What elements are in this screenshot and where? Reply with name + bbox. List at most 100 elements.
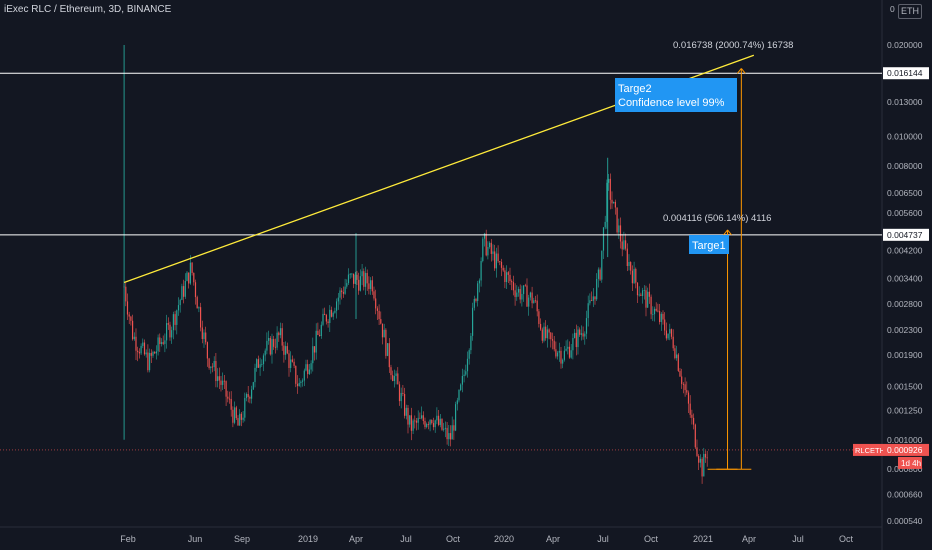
candle-body <box>580 333 582 335</box>
candle-body <box>159 337 161 344</box>
candle-body <box>332 312 334 317</box>
candle-body <box>677 354 679 371</box>
candle-body <box>658 311 661 322</box>
candle-body <box>495 253 497 269</box>
candle-body <box>664 319 666 331</box>
candle-body <box>449 433 452 440</box>
candle-body <box>669 329 671 334</box>
candle-body <box>218 376 220 381</box>
currency-unit-button[interactable]: ETH <box>898 4 922 19</box>
x-tick-label: 2019 <box>298 534 318 544</box>
candle-body <box>140 345 142 354</box>
candle-body <box>500 261 503 268</box>
target1-callout-bg <box>689 235 729 254</box>
candle-body <box>546 329 548 339</box>
candle-body <box>448 433 450 440</box>
candle-body <box>556 352 559 357</box>
y-tick-label: 0.010000 <box>887 131 923 141</box>
candle-body <box>346 283 348 287</box>
candle-body <box>152 351 154 356</box>
candle-body <box>563 350 565 360</box>
candle-body <box>325 315 327 322</box>
candle-body <box>562 359 564 364</box>
x-tick-label: Jun <box>188 534 203 544</box>
candle-body <box>443 428 445 430</box>
candle-body <box>247 393 249 397</box>
candle-body <box>441 418 443 430</box>
candle-body <box>485 233 487 256</box>
candle-body <box>555 349 557 357</box>
candle-body <box>477 283 479 301</box>
candle-body <box>533 300 535 304</box>
candle-body <box>409 415 411 425</box>
candle-body <box>548 329 550 333</box>
candle-body <box>182 286 185 297</box>
candle-body <box>601 250 603 280</box>
candle-body <box>655 308 657 311</box>
candle-body <box>327 321 329 323</box>
candle-body <box>276 332 278 348</box>
candle-body <box>567 346 569 349</box>
y-tick-label: 0.001000 <box>887 435 923 445</box>
candle-body <box>198 307 200 309</box>
candle-body <box>324 313 326 316</box>
candle-body <box>473 298 475 308</box>
candle-body <box>278 332 280 336</box>
candle-body <box>320 324 322 337</box>
candle-body <box>427 423 429 425</box>
y-tick-label: 0.001900 <box>887 350 923 360</box>
y-tick-label: 0.001250 <box>887 405 923 415</box>
candle-body <box>641 290 644 296</box>
candle-body <box>541 329 543 341</box>
candle-body <box>259 364 261 368</box>
candle-body <box>369 280 372 289</box>
candle-body <box>242 417 244 420</box>
candle-body <box>470 335 472 351</box>
x-tick-label: Apr <box>349 534 363 544</box>
candle-body <box>502 267 504 271</box>
y-tick-label: 0.002800 <box>887 299 923 309</box>
candle-body <box>376 308 378 311</box>
candle-body <box>395 373 397 377</box>
candle-body <box>293 361 295 366</box>
candle-body <box>453 425 455 431</box>
candle-body <box>310 363 312 370</box>
candle-body <box>565 348 567 351</box>
candle-body <box>466 358 469 372</box>
candle-body <box>511 281 513 283</box>
level-price-tag: 0.016144 <box>887 68 923 78</box>
candle-body <box>225 381 227 397</box>
candle-body <box>205 332 207 343</box>
candle-body <box>392 375 394 381</box>
x-tick-label: Sep <box>234 534 250 544</box>
candle-body <box>322 313 324 325</box>
candle-body <box>613 201 615 204</box>
candle-body <box>364 272 367 287</box>
candle-body <box>478 280 480 284</box>
candle-body <box>640 294 642 296</box>
candle-body <box>313 346 316 353</box>
candle-body <box>545 326 547 339</box>
level-price-tag-bg <box>883 228 929 241</box>
candle-body <box>193 272 195 283</box>
candle-body <box>373 291 375 299</box>
candle-body <box>524 285 526 287</box>
candle-body <box>638 294 640 296</box>
measure-label: 0.004116 (506.14%) 4116 <box>663 213 771 224</box>
candle-body <box>643 290 645 291</box>
candle-body <box>624 240 627 249</box>
candle-body <box>437 415 440 425</box>
candle-body <box>206 342 208 359</box>
candle-body <box>577 329 579 348</box>
candle-body <box>189 262 191 284</box>
candle-body <box>303 370 305 381</box>
candle-body <box>482 238 484 262</box>
candle-body <box>456 400 458 405</box>
candle-body <box>273 339 275 347</box>
candle-body <box>341 290 343 293</box>
candle-body <box>703 453 705 477</box>
candle-body <box>388 343 390 368</box>
candle-body <box>300 381 302 383</box>
candle-body <box>380 319 382 324</box>
